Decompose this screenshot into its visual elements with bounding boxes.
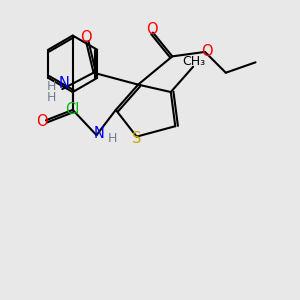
Text: H: H	[46, 80, 56, 93]
Text: O: O	[201, 44, 212, 59]
Text: H: H	[107, 132, 117, 145]
Text: Cl: Cl	[65, 102, 80, 117]
Text: N: N	[59, 76, 70, 91]
Text: O: O	[80, 30, 91, 45]
Text: O: O	[37, 114, 48, 129]
Text: H: H	[46, 92, 56, 104]
Text: CH₃: CH₃	[182, 55, 205, 68]
Text: N: N	[93, 126, 104, 141]
Text: S: S	[132, 130, 141, 146]
Text: O: O	[146, 22, 157, 37]
